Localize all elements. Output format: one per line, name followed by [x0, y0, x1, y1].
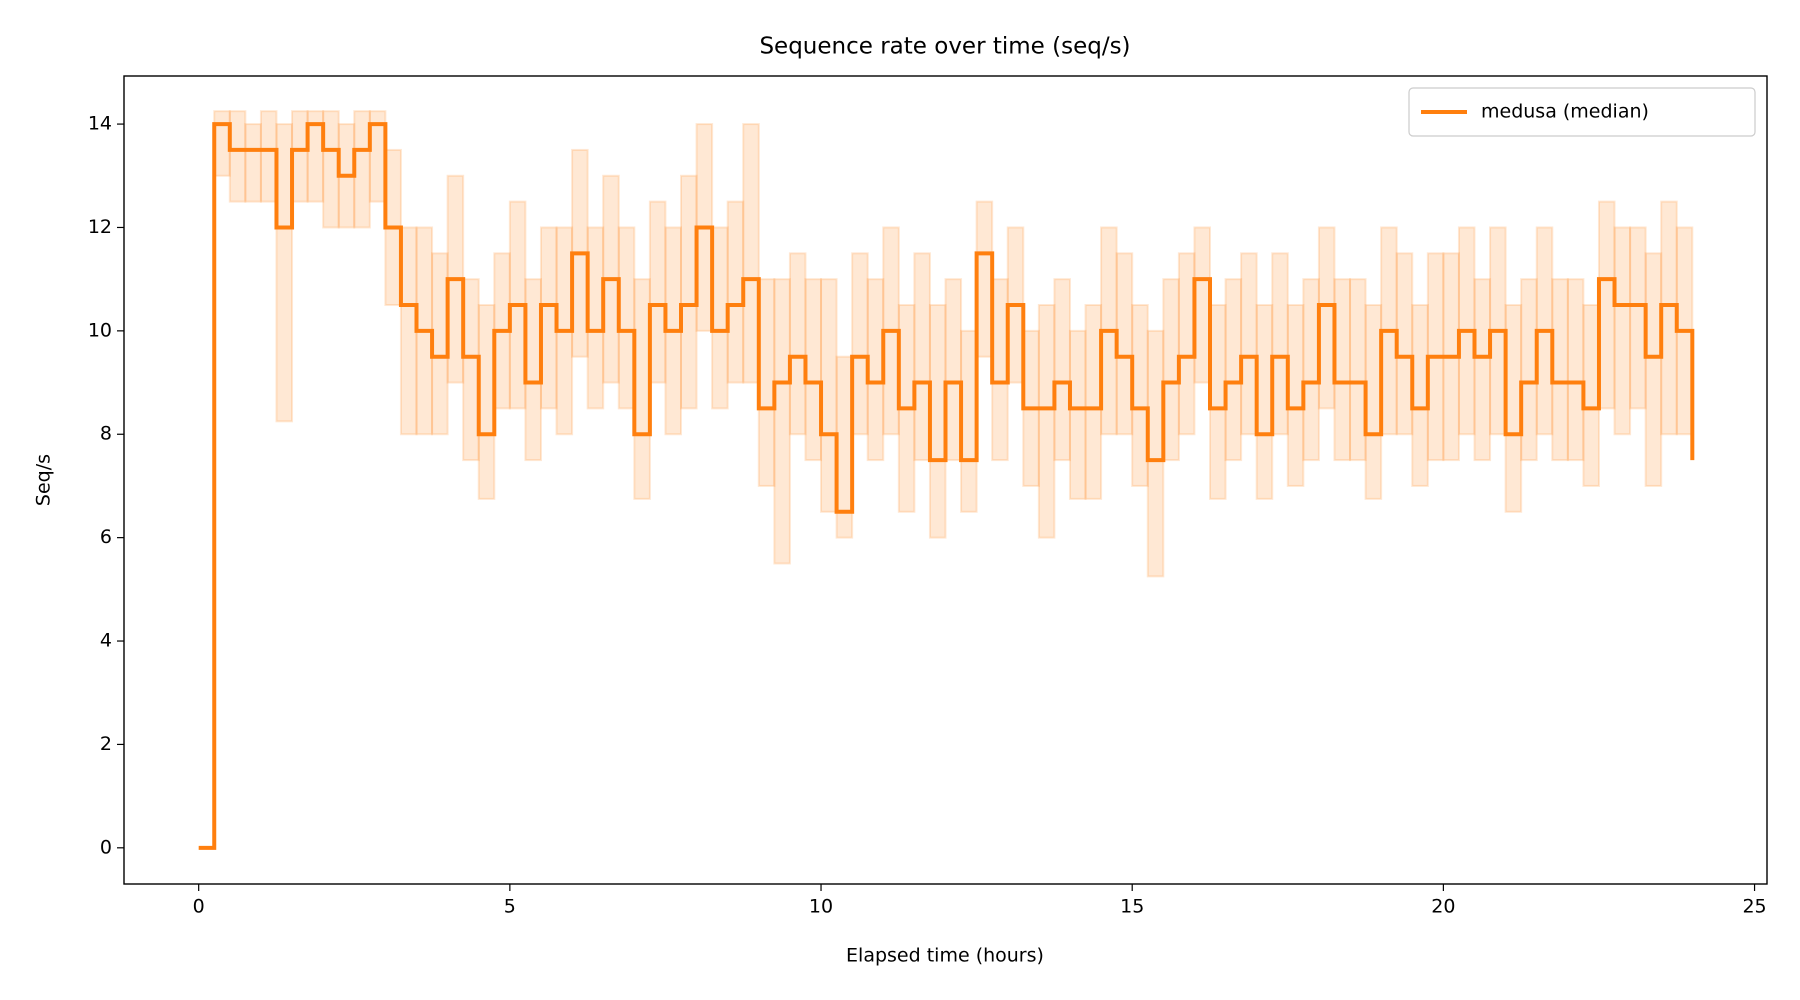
legend-box — [1408, 87, 1756, 137]
range-band — [1053, 278, 1071, 462]
range-band — [353, 110, 371, 229]
range-band — [975, 200, 994, 358]
range-band — [866, 278, 885, 462]
range-band — [1255, 304, 1274, 500]
range-band — [586, 226, 605, 410]
x-tick-label: 5 — [504, 896, 516, 918]
range-band — [617, 226, 636, 410]
range-band — [1644, 252, 1663, 487]
x-tick-label: 10 — [809, 896, 833, 918]
chart-title: Sequence rate over time (seq/s) — [759, 34, 1130, 60]
range-band — [773, 278, 791, 565]
range-band — [1613, 226, 1632, 436]
range-band — [1240, 252, 1258, 436]
x-tick-label: 0 — [193, 896, 205, 918]
range-band — [960, 329, 978, 513]
y-tick-label: 10 — [88, 319, 112, 341]
y-tick-label: 4 — [100, 630, 112, 652]
range-band — [1286, 304, 1305, 487]
range-band — [524, 278, 542, 462]
range-band — [742, 123, 760, 384]
plot-frame — [123, 75, 1768, 885]
range-band — [648, 200, 667, 384]
x-tick-label: 20 — [1431, 896, 1455, 918]
range-band — [1520, 278, 1538, 462]
range-band — [1629, 226, 1647, 410]
y-tick-label: 14 — [88, 113, 112, 135]
range-band — [913, 252, 931, 462]
range-band — [1411, 304, 1429, 487]
range-band — [944, 278, 963, 462]
median-line — [198, 122, 1695, 850]
range-band — [726, 200, 745, 384]
range-band — [1037, 304, 1056, 539]
range-band — [477, 304, 496, 500]
y-axis-label: Seq/s — [33, 454, 55, 506]
range-band — [633, 278, 651, 500]
range-band — [291, 110, 309, 203]
range-band — [804, 278, 823, 462]
range-band — [1597, 200, 1616, 410]
range-band — [1395, 252, 1414, 436]
range-band — [228, 110, 247, 203]
range-band — [851, 252, 869, 436]
range-band — [322, 110, 340, 229]
range-band — [1582, 304, 1600, 487]
range-band — [1068, 329, 1087, 500]
range-band — [244, 123, 262, 203]
range-band — [928, 304, 947, 539]
range-band — [1660, 200, 1678, 436]
range-band — [1473, 278, 1492, 462]
range-band — [820, 278, 838, 513]
range-band — [1162, 278, 1180, 462]
y-tick-label: 6 — [100, 526, 112, 548]
range-band — [1504, 304, 1523, 513]
range-band — [539, 226, 558, 410]
legend-label: medusa (median) — [1481, 101, 1649, 123]
range-band — [1302, 278, 1320, 462]
range-band — [1349, 278, 1367, 462]
range-band — [259, 110, 278, 203]
y-tick-label: 8 — [100, 423, 112, 445]
range-band — [275, 123, 294, 423]
range-band — [1146, 329, 1165, 578]
range-band — [1224, 278, 1243, 462]
range-band — [1084, 304, 1103, 500]
range-band — [462, 278, 480, 462]
y-tick-label: 2 — [100, 733, 112, 755]
range-band — [1364, 304, 1383, 500]
range-band — [399, 226, 418, 436]
range-band — [711, 226, 729, 410]
x-tick-label: 25 — [1742, 896, 1766, 918]
x-axis-label: Elapsed time (hours) — [846, 945, 1044, 967]
range-band — [1193, 226, 1211, 384]
y-tick-label: 0 — [100, 836, 112, 858]
range-band — [306, 110, 325, 203]
range-band — [757, 278, 776, 487]
range-band — [680, 174, 698, 410]
range-band — [1115, 252, 1134, 436]
x-tick-label: 15 — [1120, 896, 1144, 918]
y-tick-label: 12 — [88, 216, 112, 238]
range-band — [431, 252, 449, 436]
range-band — [1317, 226, 1336, 410]
range-band — [1333, 278, 1352, 462]
range-band — [213, 110, 231, 177]
range-band — [1208, 304, 1227, 500]
range-band — [1566, 278, 1585, 462]
range-band — [1271, 252, 1289, 436]
range-band — [1551, 278, 1569, 462]
range-band — [788, 252, 807, 436]
range-band — [1177, 252, 1196, 436]
range-band — [1131, 304, 1149, 487]
range-band — [991, 278, 1009, 462]
